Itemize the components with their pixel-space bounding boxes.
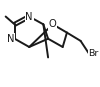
Text: N: N — [7, 34, 15, 44]
Text: Br: Br — [89, 49, 99, 58]
Text: O: O — [49, 19, 57, 29]
Text: N: N — [26, 12, 33, 21]
